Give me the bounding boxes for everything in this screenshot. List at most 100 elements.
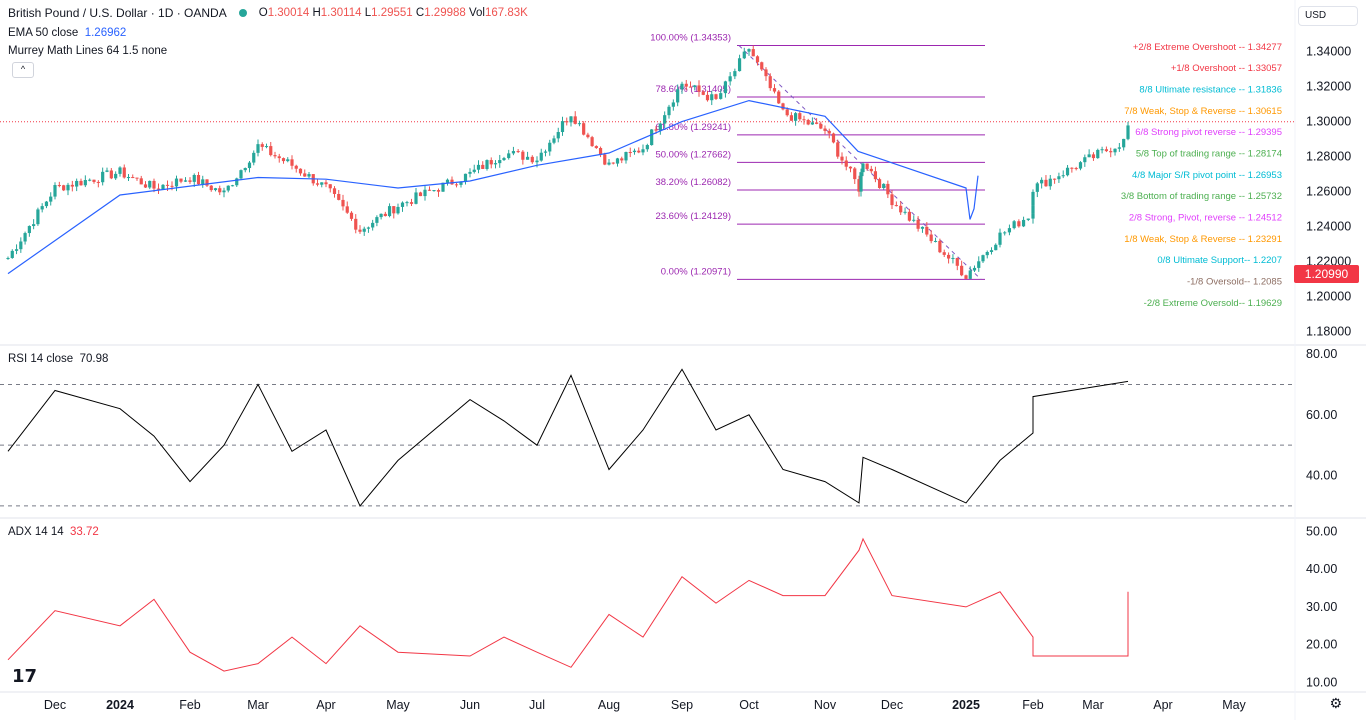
candle-body: [152, 180, 156, 189]
candle-body: [170, 185, 174, 187]
candle-body: [632, 150, 637, 153]
candle-body: [972, 267, 977, 271]
candle-body: [392, 206, 396, 214]
candle-body: [450, 179, 454, 185]
candle-body: [70, 184, 74, 187]
murrey-legend[interactable]: Murrey Math Lines 64 1.5 none: [8, 45, 168, 57]
candle-body: [358, 229, 362, 232]
candle-body: [925, 226, 929, 235]
candle-body: [118, 167, 122, 174]
candle-body: [454, 184, 459, 186]
candle-body: [823, 128, 827, 131]
time-tick-label: Aug: [598, 698, 620, 712]
gear-icon[interactable]: ⚙: [1329, 696, 1342, 712]
fib-level-label: 23.60% (1.24129): [655, 211, 731, 222]
candle-body: [853, 168, 857, 180]
candle-body: [598, 148, 603, 155]
price-tick-label: 1.34000: [1306, 45, 1351, 59]
candle-body: [942, 252, 946, 255]
rsi-value: 70.98: [79, 353, 109, 365]
candle-body: [929, 234, 933, 242]
candle-body: [848, 166, 853, 169]
candle-body: [96, 181, 100, 183]
symbol-title[interactable]: British Pound / U.S. Dollar · 1D · OANDA: [8, 6, 227, 20]
candle-body: [607, 162, 611, 165]
candle-body: [88, 179, 92, 181]
candle-body: [836, 142, 840, 157]
candle-body: [511, 151, 516, 154]
murrey-level-label: 0/8 Ultimate Support-- 1.2207: [1157, 255, 1282, 266]
ema-legend[interactable]: EMA 50 close 1.26962: [8, 27, 127, 39]
candle-body: [802, 119, 806, 121]
candle-body: [498, 160, 502, 164]
candle-body: [349, 212, 354, 219]
candle-body: [565, 121, 569, 123]
candle-body: [290, 159, 294, 166]
candle-body: [886, 183, 890, 195]
fib-level-label: 0.00% (1.20971): [661, 266, 731, 277]
candle-body: [658, 123, 662, 131]
candle-body: [126, 177, 131, 179]
candle-body: [1070, 167, 1074, 169]
adx-line: [7, 537, 1129, 672]
candle-body: [196, 174, 201, 185]
candle-body: [1017, 221, 1021, 227]
candle-body: [476, 164, 481, 170]
candle-body: [226, 185, 230, 191]
candle-body: [405, 202, 409, 204]
adx-legend[interactable]: ADX 14 14 33.72: [8, 526, 99, 538]
candle-body: [755, 56, 760, 63]
candle-body: [183, 180, 188, 182]
candle-body: [1012, 221, 1016, 229]
candle-body: [114, 173, 118, 179]
candle-body: [218, 188, 222, 193]
market-status-icon: [238, 9, 247, 17]
candle-body: [890, 194, 894, 206]
candle-body: [252, 152, 256, 163]
ema-value: 1.26962: [84, 27, 127, 39]
candle-body: [701, 91, 705, 95]
candle-body: [32, 224, 36, 227]
candle-body: [654, 129, 658, 131]
candle-body: [1021, 219, 1026, 227]
candle-body: [680, 83, 684, 90]
candle-body: [1100, 149, 1104, 151]
fib-level-label: 38.20% (1.26082): [655, 177, 731, 188]
currency-select[interactable]: USD: [1298, 6, 1358, 26]
adx-tick-label: 20.00: [1306, 638, 1337, 652]
candle-body: [10, 250, 14, 258]
tradingview-logo[interactable]: 17: [12, 666, 38, 687]
candle-body: [1040, 179, 1044, 184]
fib-trend-line: [738, 45, 982, 280]
candle-body: [459, 181, 463, 185]
candle-body: [994, 244, 998, 251]
candle-body: [1113, 148, 1117, 153]
candle-body: [676, 89, 680, 103]
candle-body: [281, 158, 286, 162]
candle-body: [1109, 151, 1113, 153]
candle-body: [273, 155, 277, 157]
candle-body: [1057, 176, 1061, 180]
candle-body: [1061, 175, 1065, 177]
candle-body: [697, 85, 701, 92]
time-tick-label: Jun: [460, 698, 480, 712]
candle-body: [40, 206, 44, 210]
candle-body: [414, 192, 418, 204]
candle-body: [165, 184, 170, 186]
candle-body: [1035, 183, 1039, 192]
rsi-legend[interactable]: RSI 14 close 70.98: [8, 353, 109, 365]
candle-body: [423, 189, 427, 197]
collapse-legend-button[interactable]: ^: [12, 62, 34, 78]
time-tick-label: Feb: [1022, 698, 1044, 712]
candle-body: [861, 163, 865, 173]
candle-body: [569, 116, 573, 123]
candle-body: [379, 213, 383, 218]
candle-body: [201, 179, 205, 185]
candle-body: [628, 152, 632, 154]
candle-body: [230, 185, 235, 187]
candle-body: [1117, 147, 1121, 149]
time-tick-label: Oct: [739, 698, 759, 712]
candle-body: [485, 160, 489, 169]
candle-body: [981, 255, 985, 262]
candle-body: [375, 217, 379, 223]
